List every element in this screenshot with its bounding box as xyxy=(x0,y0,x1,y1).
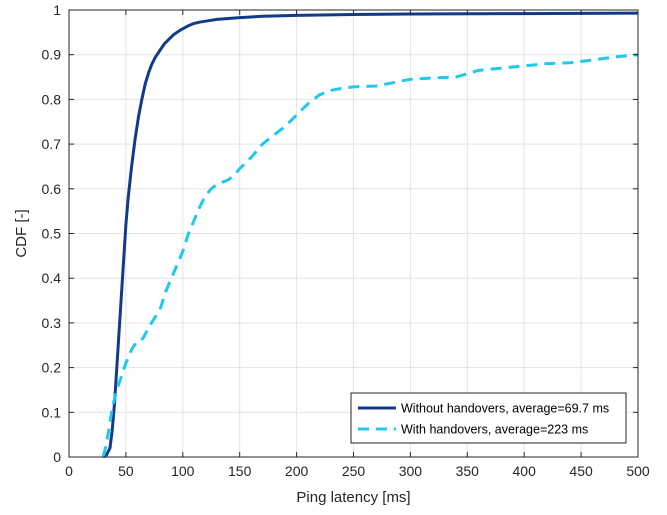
x-tick-label: 250 xyxy=(342,463,366,479)
series-line-with-handovers xyxy=(101,53,639,458)
y-tick-label: 0.2 xyxy=(42,360,62,376)
y-tick-label: 0.7 xyxy=(42,136,62,152)
y-tick-label: 0.8 xyxy=(42,91,62,107)
y-axis-label: CDF [-] xyxy=(13,209,30,257)
x-tick-label: 150 xyxy=(228,463,252,479)
y-tick-label: 0.3 xyxy=(42,315,62,331)
x-tick-label: 450 xyxy=(569,463,593,479)
legend-entry-label: Without handovers, average=69.7 ms xyxy=(401,402,609,416)
x-tick-label: 100 xyxy=(171,463,195,479)
y-tick-label: 1 xyxy=(53,2,61,18)
y-tick-label: 0.6 xyxy=(42,181,62,197)
x-tick-label: 200 xyxy=(285,463,309,479)
series-layer xyxy=(101,11,639,459)
x-axis-label: Ping latency [ms] xyxy=(296,489,410,506)
y-tick-label: 0.1 xyxy=(42,404,62,420)
y-tick-label: 0 xyxy=(53,449,61,465)
axis-ticks: 0 50 100 150 200 250 300 350 400 450 500 0 0.1 0.2 0.3… xyxy=(42,2,650,479)
x-tick-label: 50 xyxy=(118,463,134,479)
x-tick-label: 350 xyxy=(456,463,480,479)
series-line-without-handovers xyxy=(102,11,639,459)
x-tick-label: 500 xyxy=(626,463,650,479)
x-tick-label: 0 xyxy=(65,463,73,479)
y-tick-label: 0.9 xyxy=(42,47,62,63)
x-tick-label: 400 xyxy=(513,463,537,479)
legend-entry-label: With handovers, average=223 ms xyxy=(401,423,588,437)
y-tick-label: 0.4 xyxy=(42,270,62,286)
legend-box xyxy=(350,392,627,444)
legend: Without handovers, average=69.7 ms With h… xyxy=(350,392,627,444)
x-tick-label: 300 xyxy=(399,463,423,479)
y-tick-label: 0.5 xyxy=(42,226,62,242)
